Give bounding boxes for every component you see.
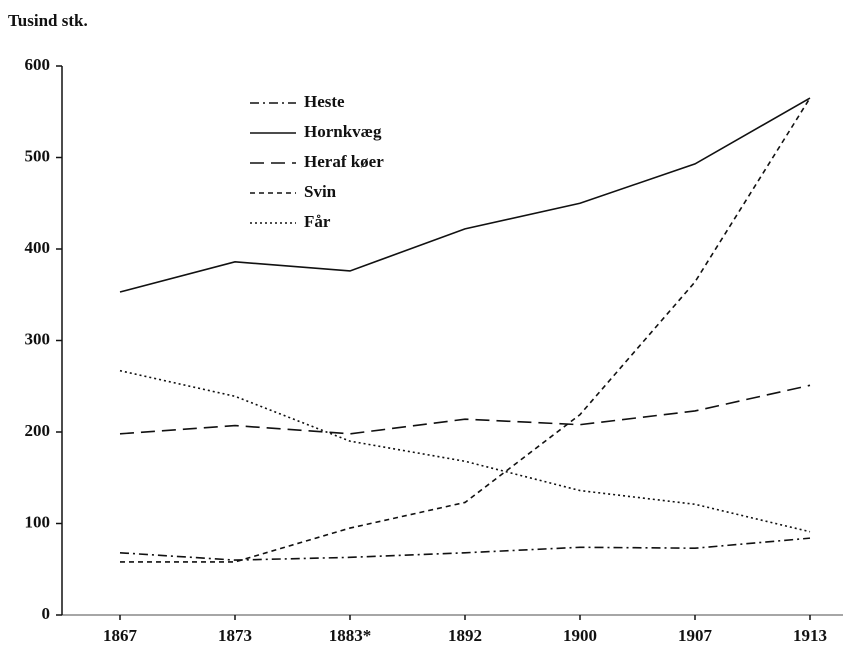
y-tick-label: 500 [25,146,51,165]
x-tick-label: 1873 [218,626,252,645]
x-tick-label: 1867 [103,626,138,645]
x-tick-label: 1883* [329,626,372,645]
x-tick-label: 1892 [448,626,482,645]
series-line [119,384,811,435]
y-tick-label: 400 [25,238,51,257]
legend-label: Heste [304,92,345,111]
series-line [120,97,811,563]
legend-label: Får [304,212,331,231]
legend-label: Hornkvæg [304,122,382,141]
series-line [119,97,811,293]
series-line [119,537,811,561]
y-tick-label: 0 [42,604,51,623]
y-tick-label: 600 [25,55,51,74]
legend-label: Svin [304,182,337,201]
legend-label: Heraf køer [304,152,384,171]
y-tick-label: 200 [25,421,51,440]
series-line [119,369,811,533]
y-tick-label: 300 [25,329,51,348]
x-tick-label: 1900 [563,626,597,645]
y-tick-label: 100 [25,512,51,531]
x-tick-label: 1907 [678,626,713,645]
x-tick-label: 1913 [793,626,827,645]
y-axis-label: Tusind stk. [8,11,88,30]
